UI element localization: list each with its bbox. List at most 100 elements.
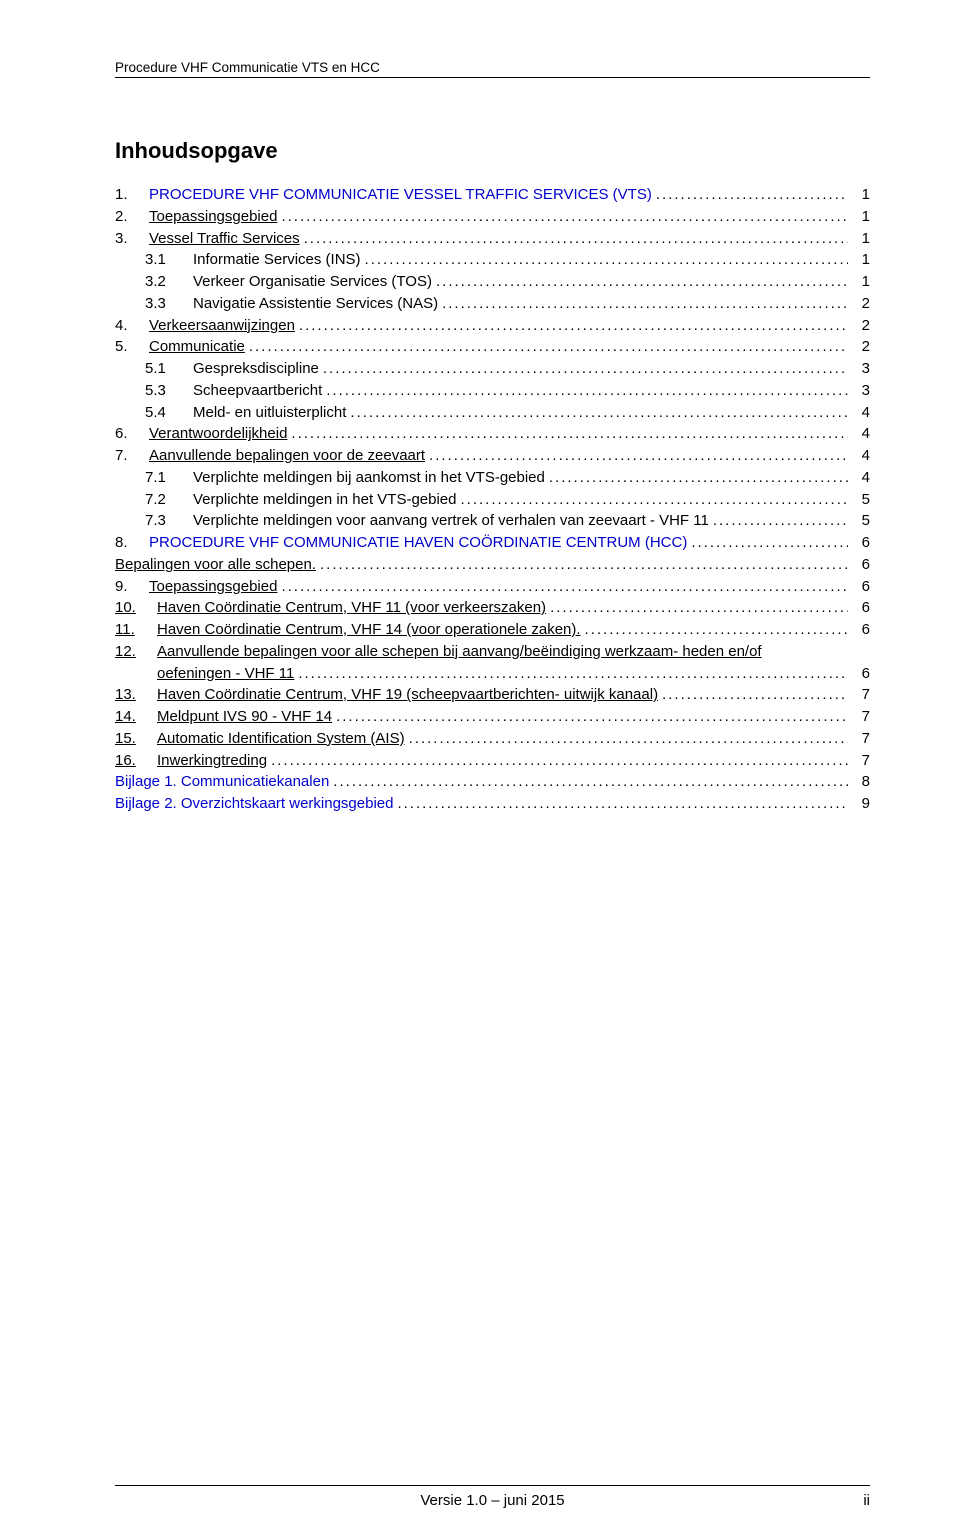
toc-label: Communicatie — [149, 336, 245, 358]
toc-label: PROCEDURE VHF COMMUNICATIE HAVEN COÖRDIN… — [149, 532, 687, 554]
toc-label: Toepassingsgebied — [149, 576, 277, 598]
toc-leader — [323, 358, 848, 380]
toc-page: 4 — [852, 467, 870, 489]
toc-number: 5.1 — [115, 358, 193, 380]
toc-number: 5.3 — [115, 380, 193, 402]
toc-leader — [281, 206, 848, 228]
toc-number: 9. — [115, 576, 149, 598]
toc-entry: 14.Meldpunt IVS 90 - VHF 147 — [115, 706, 870, 728]
toc-label: Bijlage 2. Overzichtskaart werkingsgebie… — [115, 793, 393, 815]
toc-leader — [691, 532, 848, 554]
toc-page: 4 — [852, 402, 870, 424]
toc-leader — [585, 619, 848, 641]
toc-title: Inhoudsopgave — [115, 138, 870, 164]
toc-leader — [656, 184, 848, 206]
toc-number: 7.3 — [115, 510, 193, 532]
toc-entry: 6.Verantwoordelijkheid4 — [115, 423, 870, 445]
toc-number: 5. — [115, 336, 149, 358]
toc-label: Verplichte meldingen bij aankomst in het… — [193, 467, 545, 489]
toc-leader — [429, 445, 848, 467]
toc-label: Bepalingen voor alle schepen. — [115, 554, 316, 576]
toc-entry: 3.1Informatie Services (INS) 1 — [115, 249, 870, 271]
toc-leader — [281, 576, 848, 598]
toc-page: 1 — [852, 184, 870, 206]
toc-leader — [713, 510, 848, 532]
toc-page: 3 — [852, 380, 870, 402]
toc-leader — [436, 271, 848, 293]
toc-number: 13. — [115, 684, 157, 706]
toc-page: 5 — [852, 510, 870, 532]
toc-label: Meldpunt IVS 90 - VHF 14 — [157, 706, 332, 728]
footer-page-number: ii — [863, 1492, 870, 1509]
toc-entry: 9.Toepassingsgebied 6 — [115, 576, 870, 598]
toc-page: 6 — [852, 576, 870, 598]
toc-label: Informatie Services (INS) — [193, 249, 361, 271]
toc-label: Meld- en uitluisterplicht — [193, 402, 346, 424]
toc-number: 16. — [115, 750, 157, 772]
toc-leader — [304, 228, 848, 250]
toc-label: Aanvullende bepalingen voor alle schepen… — [157, 641, 762, 663]
toc-label: Toepassingsgebied — [149, 206, 277, 228]
toc-entry: 3.Vessel Traffic Services 1 — [115, 228, 870, 250]
toc-entry: 12.Aanvullende bepalingen voor alle sche… — [115, 641, 870, 663]
toc-entry: 3.2Verkeer Organisatie Services (TOS) 1 — [115, 271, 870, 293]
toc-number: 3.2 — [115, 271, 193, 293]
toc-entry: Bepalingen voor alle schepen. 6 — [115, 554, 870, 576]
toc-label: Haven Coördinatie Centrum, VHF 19 (schee… — [157, 684, 658, 706]
toc-entry: 7.2Verplichte meldingen in het VTS-gebie… — [115, 489, 870, 511]
toc-leader — [291, 423, 848, 445]
toc-number: 3. — [115, 228, 149, 250]
toc-entry: 11.Haven Coördinatie Centrum, VHF 14 (vo… — [115, 619, 870, 641]
table-of-contents: 1.PROCEDURE VHF COMMUNICATIE VESSEL TRAF… — [115, 184, 870, 815]
toc-leader — [333, 771, 848, 793]
toc-leader — [326, 380, 848, 402]
toc-page: 7 — [852, 728, 870, 750]
toc-entry: 2.Toepassingsgebied 1 — [115, 206, 870, 228]
toc-page: 1 — [852, 271, 870, 293]
toc-leader — [397, 793, 848, 815]
toc-entry: 8.PROCEDURE VHF COMMUNICATIE HAVEN COÖRD… — [115, 532, 870, 554]
page-footer: Versie 1.0 – juni 2015 ii — [115, 1485, 870, 1509]
toc-page: 6 — [852, 554, 870, 576]
toc-page: 3 — [852, 358, 870, 380]
toc-entry: 10.Haven Coördinatie Centrum, VHF 11 (vo… — [115, 597, 870, 619]
toc-leader — [271, 750, 848, 772]
toc-page: 1 — [852, 228, 870, 250]
running-head: Procedure VHF Communicatie VTS en HCC — [115, 60, 870, 78]
toc-leader — [662, 684, 848, 706]
document-page: Procedure VHF Communicatie VTS en HCC In… — [0, 0, 960, 1539]
toc-page: 8 — [852, 771, 870, 793]
toc-number: 3.3 — [115, 293, 193, 315]
toc-leader — [365, 249, 848, 271]
toc-entry: 5.Communicatie2 — [115, 336, 870, 358]
toc-leader — [461, 489, 849, 511]
toc-label: Bijlage 1. Communicatiekanalen — [115, 771, 329, 793]
toc-page: 1 — [852, 206, 870, 228]
toc-number: 12. — [115, 641, 157, 663]
toc-number: 3.1 — [115, 249, 193, 271]
toc-label: Verkeersaanwijzingen — [149, 315, 295, 337]
toc-entry: 1.PROCEDURE VHF COMMUNICATIE VESSEL TRAF… — [115, 184, 870, 206]
toc-label: Aanvullende bepalingen voor de zeevaart — [149, 445, 425, 467]
toc-page: 6 — [852, 619, 870, 641]
toc-label: Verplichte meldingen in het VTS-gebied — [193, 489, 457, 511]
toc-label: Verantwoordelijkheid — [149, 423, 287, 445]
toc-page: 6 — [852, 597, 870, 619]
toc-page: 1 — [852, 249, 870, 271]
toc-page: 6 — [852, 663, 870, 685]
toc-number: 2. — [115, 206, 149, 228]
toc-number: 6. — [115, 423, 149, 445]
toc-label: Scheepvaartbericht — [193, 380, 322, 402]
toc-leader — [298, 663, 848, 685]
toc-entry: 5.1Gespreksdiscipline3 — [115, 358, 870, 380]
toc-page: 2 — [852, 315, 870, 337]
toc-label: Vessel Traffic Services — [149, 228, 300, 250]
toc-leader — [550, 597, 848, 619]
footer-center: Versie 1.0 – juni 2015 — [420, 1492, 564, 1509]
toc-number: 7. — [115, 445, 149, 467]
toc-leader — [549, 467, 848, 489]
toc-label: Verkeer Organisatie Services (TOS) — [193, 271, 432, 293]
toc-number: 4. — [115, 315, 149, 337]
toc-entry: 7.3Verplichte meldingen voor aanvang ver… — [115, 510, 870, 532]
toc-leader — [320, 554, 848, 576]
